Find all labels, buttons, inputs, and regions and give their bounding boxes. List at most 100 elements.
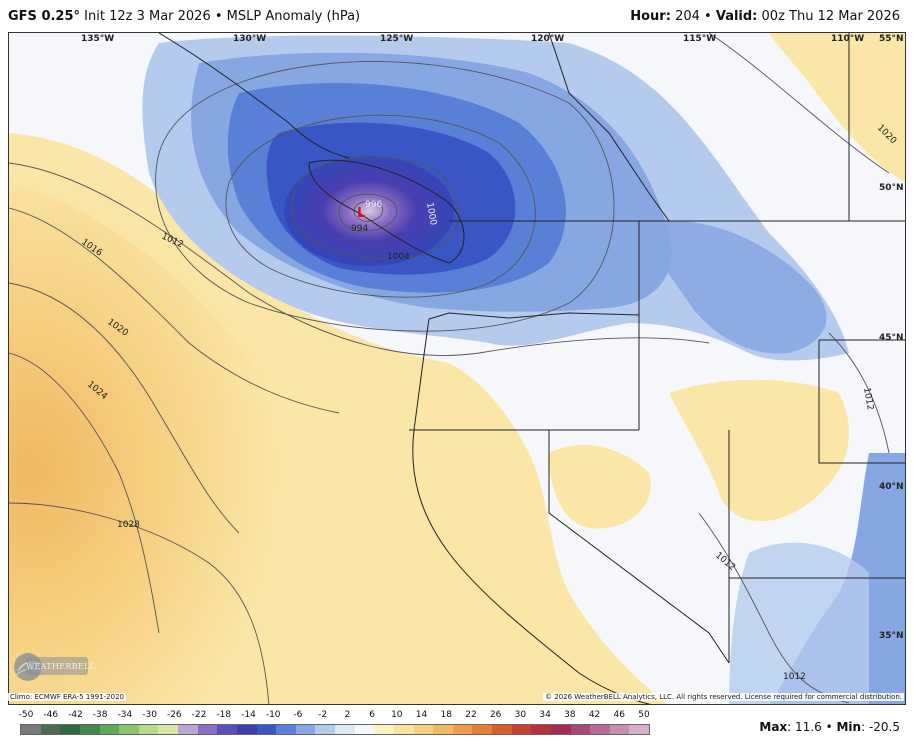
isobar-1012 <box>9 162 710 356</box>
colorbar-tick-label: -46 <box>43 710 59 720</box>
colorbar-segment <box>393 725 414 734</box>
colorbar-segment <box>60 725 80 734</box>
max-value: 11.6 <box>795 720 822 734</box>
colorbar-tick-label: 14 <box>415 710 428 720</box>
chart-header: GFS 0.25° Init 12z 3 Mar 2026 • MSLP Ano… <box>0 0 914 32</box>
logo-wordmark: WEATHERBELL <box>26 662 96 671</box>
colorbar-tick-label: 22 <box>465 710 477 720</box>
colorbar-tick-label: 38 <box>564 710 576 720</box>
colorbar-segment <box>21 725 41 734</box>
colorbar-bar <box>20 724 650 735</box>
lat-label: 40°N <box>879 482 904 492</box>
lon-label: 135°W <box>81 34 115 44</box>
colorbar-segment <box>335 725 355 734</box>
isobar-label: 1028 <box>117 520 140 530</box>
bc-coastline <box>158 33 350 159</box>
colorbar-tick-label: -26 <box>166 710 182 720</box>
lat-label: 35°N <box>879 631 904 641</box>
isobar-label: 1000 <box>424 202 438 227</box>
colorbar-tick-label: -18 <box>216 710 232 720</box>
colorbar-tick-label: -42 <box>68 710 83 720</box>
product-name: MSLP Anomaly (hPa) <box>226 9 361 24</box>
colorbar-segment <box>99 725 120 734</box>
colorbar-tick-label: -14 <box>241 710 256 720</box>
isobar-996 <box>338 193 397 232</box>
colorbar-segment <box>158 725 178 734</box>
isobar-1012-east <box>828 332 890 454</box>
yellow-patch-north <box>769 33 905 182</box>
colorbar-tick-label: -30 <box>142 710 157 720</box>
valid-info: Hour: 204 • Valid: 00z Thu 12 Mar 2026 <box>630 9 900 24</box>
lon-label: 110°W <box>831 34 865 44</box>
colorbar-segment <box>138 725 159 734</box>
valid-label: Valid: <box>715 9 758 24</box>
colorbar-segment <box>236 725 257 734</box>
colorbar-segment <box>79 725 100 734</box>
copyright-notice: © 2026 WeatherBELL Analytics, LLC. All r… <box>543 693 904 701</box>
isobar-1020-north <box>708 33 890 174</box>
low-center-shading <box>284 156 454 266</box>
isobar-label: 1012 <box>783 672 806 682</box>
colorbar-tick-label: 46 <box>613 710 625 720</box>
colorbar-tick-label: 34 <box>539 710 551 720</box>
model-name: GFS 0.25° <box>8 9 81 24</box>
colorbar-segment <box>40 725 61 734</box>
colorbar-segment <box>629 725 649 734</box>
title-separator: • <box>214 9 223 24</box>
colorbar-segment <box>531 725 551 734</box>
lat-label: 45°N <box>879 333 904 343</box>
political-boundaries <box>158 33 905 704</box>
colorbar-segment <box>295 725 316 734</box>
colorbar-tick-label: 26 <box>489 710 502 720</box>
colorbar-segment <box>609 725 630 734</box>
colorbar-tick-label: 30 <box>514 710 527 720</box>
colorbar-tick-label: 50 <box>638 710 650 720</box>
colorbar-tick-label: -6 <box>293 710 303 720</box>
strong-positive-region <box>9 183 419 704</box>
weatherbell-logo <box>14 653 88 681</box>
isobar-1000 <box>291 156 460 260</box>
yellow-patch-southwest <box>549 444 651 529</box>
climo-credit: Climo: ECMWF ERA-5 1991-2020 <box>8 693 126 701</box>
west-coast <box>412 318 652 704</box>
colorbar-segment <box>413 725 434 734</box>
lon-label: 130°W <box>233 34 267 44</box>
colorbar-tick-label: -2 <box>318 710 328 720</box>
isobar-994 <box>353 200 384 222</box>
colorbar-segment <box>511 725 532 734</box>
hour-label: Hour: <box>630 9 671 24</box>
colorbar-tick-label: 10 <box>391 710 403 720</box>
lat-label: 55°N <box>879 34 904 44</box>
canada-bc-ab <box>548 33 670 222</box>
map-panel[interactable]: L 1016 1012 1020 1024 1028 1004 994 996 … <box>8 32 906 705</box>
nv-west-border <box>548 430 730 664</box>
isobar-1016 <box>9 207 340 414</box>
colorbar-segment <box>452 725 473 734</box>
isobar-label: 1012 <box>861 387 875 411</box>
colorbar-segment <box>119 725 139 734</box>
isobar-1008 <box>155 61 615 332</box>
colorbar-segment <box>354 725 375 734</box>
colorbar-ticks: -50 -46 -42 -38 -34 -30 -26 -22 -18 -14 -10 -6 -2 2 6 1… <box>19 710 650 724</box>
isobar-1028 <box>9 502 270 704</box>
colorbar-segment <box>217 725 237 734</box>
low-center-marker: L <box>357 206 365 221</box>
min-value: -20.5 <box>868 720 900 734</box>
colorbar-tick-label: -34 <box>117 710 133 720</box>
colorbar-segment <box>256 725 277 734</box>
colorbar-segment <box>276 725 296 734</box>
colorbar-tick-label: -38 <box>92 710 108 720</box>
max-label: Max <box>759 720 788 734</box>
colorbar-segment <box>374 725 394 734</box>
isobar-label: 1004 <box>387 252 410 262</box>
isobar-lines <box>9 33 890 704</box>
isobar-1004 <box>225 114 536 298</box>
stats-separator: • <box>825 720 833 734</box>
isobar-1020 <box>9 282 240 534</box>
colorbar-tick-label: 6 <box>369 710 375 720</box>
vancouver-island <box>308 159 465 264</box>
isobar-1012-southeast <box>698 512 850 704</box>
hour-value: 204 <box>675 9 700 24</box>
colorbar-segment <box>315 725 335 734</box>
lon-label: 125°W <box>380 34 414 44</box>
